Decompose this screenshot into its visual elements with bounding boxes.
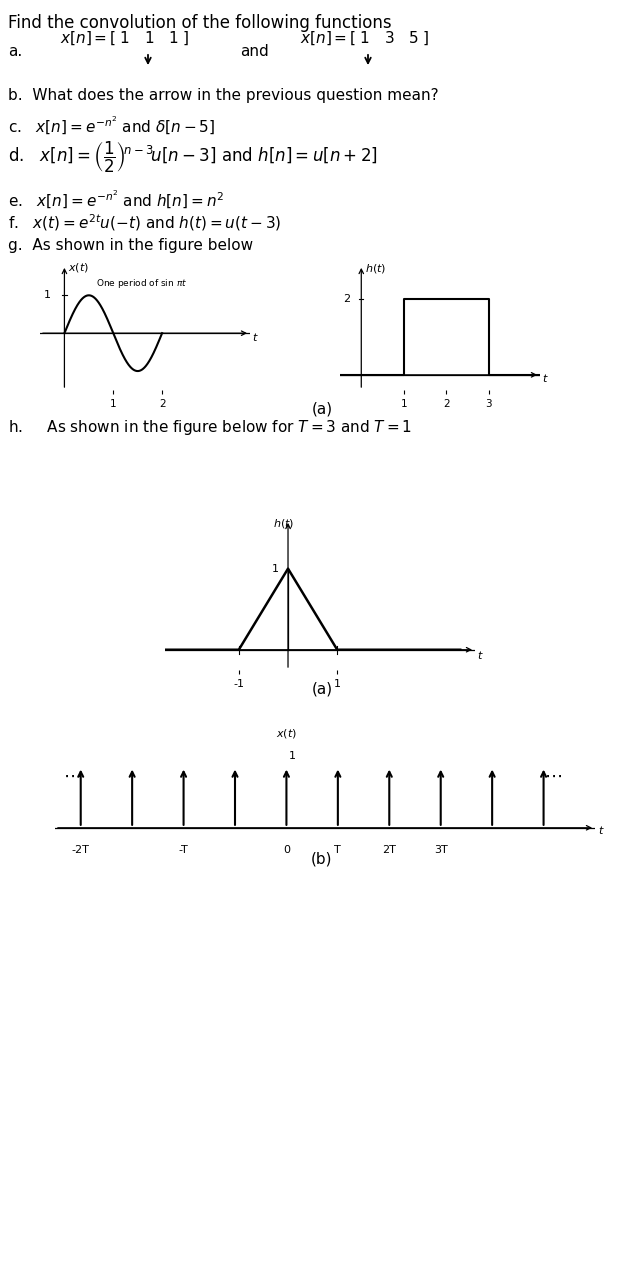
Text: d.   $x[n]=\left(\dfrac{1}{2}\right)^{\!n-3}\!u[n-3]$ and $h[n]=u[n+2]$: d. $x[n]=\left(\dfrac{1}{2}\right)^{\!n-… [8,140,377,175]
Text: 1: 1 [44,291,51,301]
Text: $t$: $t$ [252,330,259,343]
Text: 1: 1 [289,750,296,760]
Text: $x[n]=[\;1\quad1\quad1\;]$: $x[n]=[\;1\quad1\quad1\;]$ [60,29,189,47]
Text: g.  As shown in the figure below: g. As shown in the figure below [8,238,253,253]
Text: b.  What does the arrow in the previous question mean?: b. What does the arrow in the previous q… [8,88,439,102]
Text: h.     As shown in the figure below for $T=3$ and $T=1$: h. As shown in the figure below for $T=3… [8,419,412,436]
Text: $h(t)$: $h(t)$ [365,262,386,275]
Text: $h(t)$: $h(t)$ [274,517,295,530]
Text: (a): (a) [312,682,332,698]
Text: c.   $x[n]=e^{-n^2}$ and $\delta[n-5]$: c. $x[n]=e^{-n^2}$ and $\delta[n-5]$ [8,114,215,136]
Text: f.   $x(t)=e^{2t}u(-t)$ and $h(t)=u(t-3)$: f. $x(t)=e^{2t}u(-t)$ and $h(t)=u(t-3)$ [8,212,281,233]
Text: $x(t)$: $x(t)$ [276,727,297,740]
Text: (a): (a) [312,402,332,417]
Text: One period of sin $\pi t$: One period of sin $\pi t$ [96,276,187,289]
Text: $\cdots$: $\cdots$ [62,767,80,785]
Text: $\cdots$: $\cdots$ [544,767,562,785]
Text: $t$: $t$ [477,649,484,662]
Text: Find the convolution of the following functions: Find the convolution of the following fu… [8,14,392,32]
Text: a.: a. [8,44,23,59]
Text: and: and [240,44,269,59]
Text: 2: 2 [343,294,350,305]
Text: $x[n]=[\;1\quad3\quad5\;]$: $x[n]=[\;1\quad3\quad5\;]$ [300,29,430,47]
Text: (b): (b) [311,852,333,867]
Text: $x(t)$: $x(t)$ [68,261,90,274]
Text: $t$: $t$ [598,824,604,836]
Text: 1: 1 [272,563,279,573]
Text: e.   $x[n]=e^{-n^2}$ and $h[n]=n^2$: e. $x[n]=e^{-n^2}$ and $h[n]=n^2$ [8,188,224,210]
Text: $t$: $t$ [542,372,549,384]
